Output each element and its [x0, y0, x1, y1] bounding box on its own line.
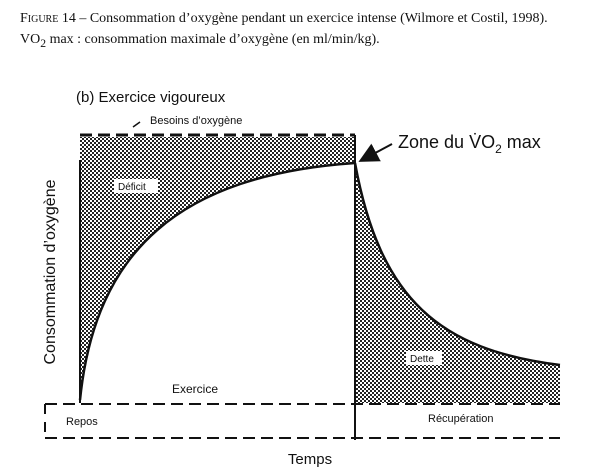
zone-symbol: V̇O — [469, 132, 495, 152]
arrow — [358, 143, 393, 162]
y-axis-label: Consommation d’oxygène — [42, 179, 59, 364]
label-box — [114, 179, 158, 193]
definition: max : consommation maximale d’oxygène (e… — [49, 32, 380, 47]
subscript: 2 — [40, 36, 47, 50]
debt-area — [355, 163, 560, 403]
deficit-area — [80, 137, 355, 400]
figure-label: Figure 14 — [20, 11, 76, 26]
zone-label: Zone du V̇O2 max — [398, 132, 541, 157]
exercise-label: Exercice — [172, 382, 218, 396]
zone-suffix: max — [507, 132, 541, 152]
caption-text: – Consommation d’oxygène pendant un exer… — [79, 11, 548, 26]
recovery-curve — [353, 162, 561, 367]
x-axis-label: Temps — [288, 451, 332, 468]
recovery-label: Récupération — [428, 413, 493, 425]
debt-label: Dette — [410, 354, 434, 365]
rest-label: Repos — [66, 416, 98, 428]
label-box — [406, 351, 442, 365]
caption: Figure 14 – Consommation d’oxygène penda… — [20, 8, 590, 54]
diagram-title: (b) Exercice vigoureux — [76, 89, 226, 106]
zone-prefix: Zone du — [398, 132, 464, 152]
leader — [132, 121, 141, 128]
symbol: VO — [20, 32, 41, 47]
deficit-label: Déficit — [118, 182, 146, 193]
requirement-label: Besoins d’oxygène — [150, 115, 242, 127]
caption-line: Figure 14 – Consommation d’oxygène penda… — [20, 8, 590, 29]
caption-definition: VO2 max : consommation maximale d’oxygèn… — [20, 29, 590, 54]
uptake-curve — [78, 161, 356, 401]
zone-subscript: 2 — [495, 142, 502, 156]
